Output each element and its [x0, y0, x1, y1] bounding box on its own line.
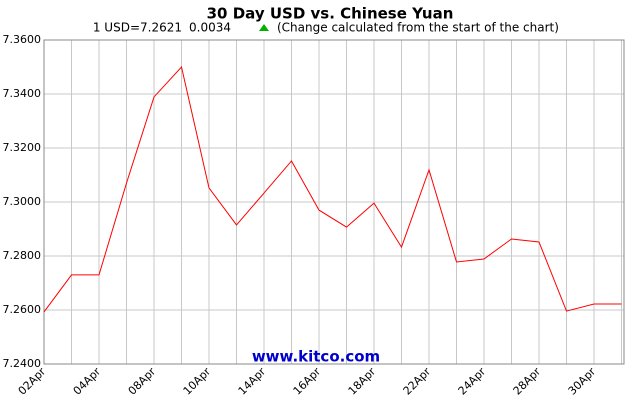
change-note: (Change calculated from the start of the…	[277, 21, 559, 35]
line	[43, 65, 622, 313]
y-tick-label: 7.2400	[3, 357, 42, 370]
watermark: www.kitco.com	[252, 348, 380, 366]
x-tick-label: 28Apr	[511, 365, 544, 398]
x-tick-label: 08Apr	[126, 365, 159, 398]
x-tick-label: 24Apr	[456, 365, 489, 398]
x-tick-label: 04Apr	[71, 365, 104, 398]
y-tick-label: 7.3400	[3, 87, 42, 100]
change: 0.0034	[189, 21, 231, 35]
y-tick-label: 7.2600	[3, 303, 42, 316]
up-arrow	[259, 24, 269, 31]
y-tick-label: 7.3000	[3, 195, 42, 208]
y-tick-label: 7.3600	[3, 33, 42, 46]
y-tick-label: 7.3200	[3, 141, 42, 154]
plot-border	[43, 39, 625, 365]
x-tick-label: 30Apr	[566, 365, 599, 398]
x-tick-label: 16Apr	[291, 365, 324, 398]
rate: 1 USD=7.2621	[93, 21, 182, 35]
y-tick-label: 7.2800	[3, 249, 42, 262]
x-tick-label: 18Apr	[346, 365, 379, 398]
x-tick-label: 22Apr	[401, 365, 434, 398]
x-tick-label: 14Apr	[236, 365, 269, 398]
chart-title: 30 Day USD vs. Chinese Yuan	[207, 5, 454, 23]
x-tick-label: 10Apr	[181, 365, 214, 398]
